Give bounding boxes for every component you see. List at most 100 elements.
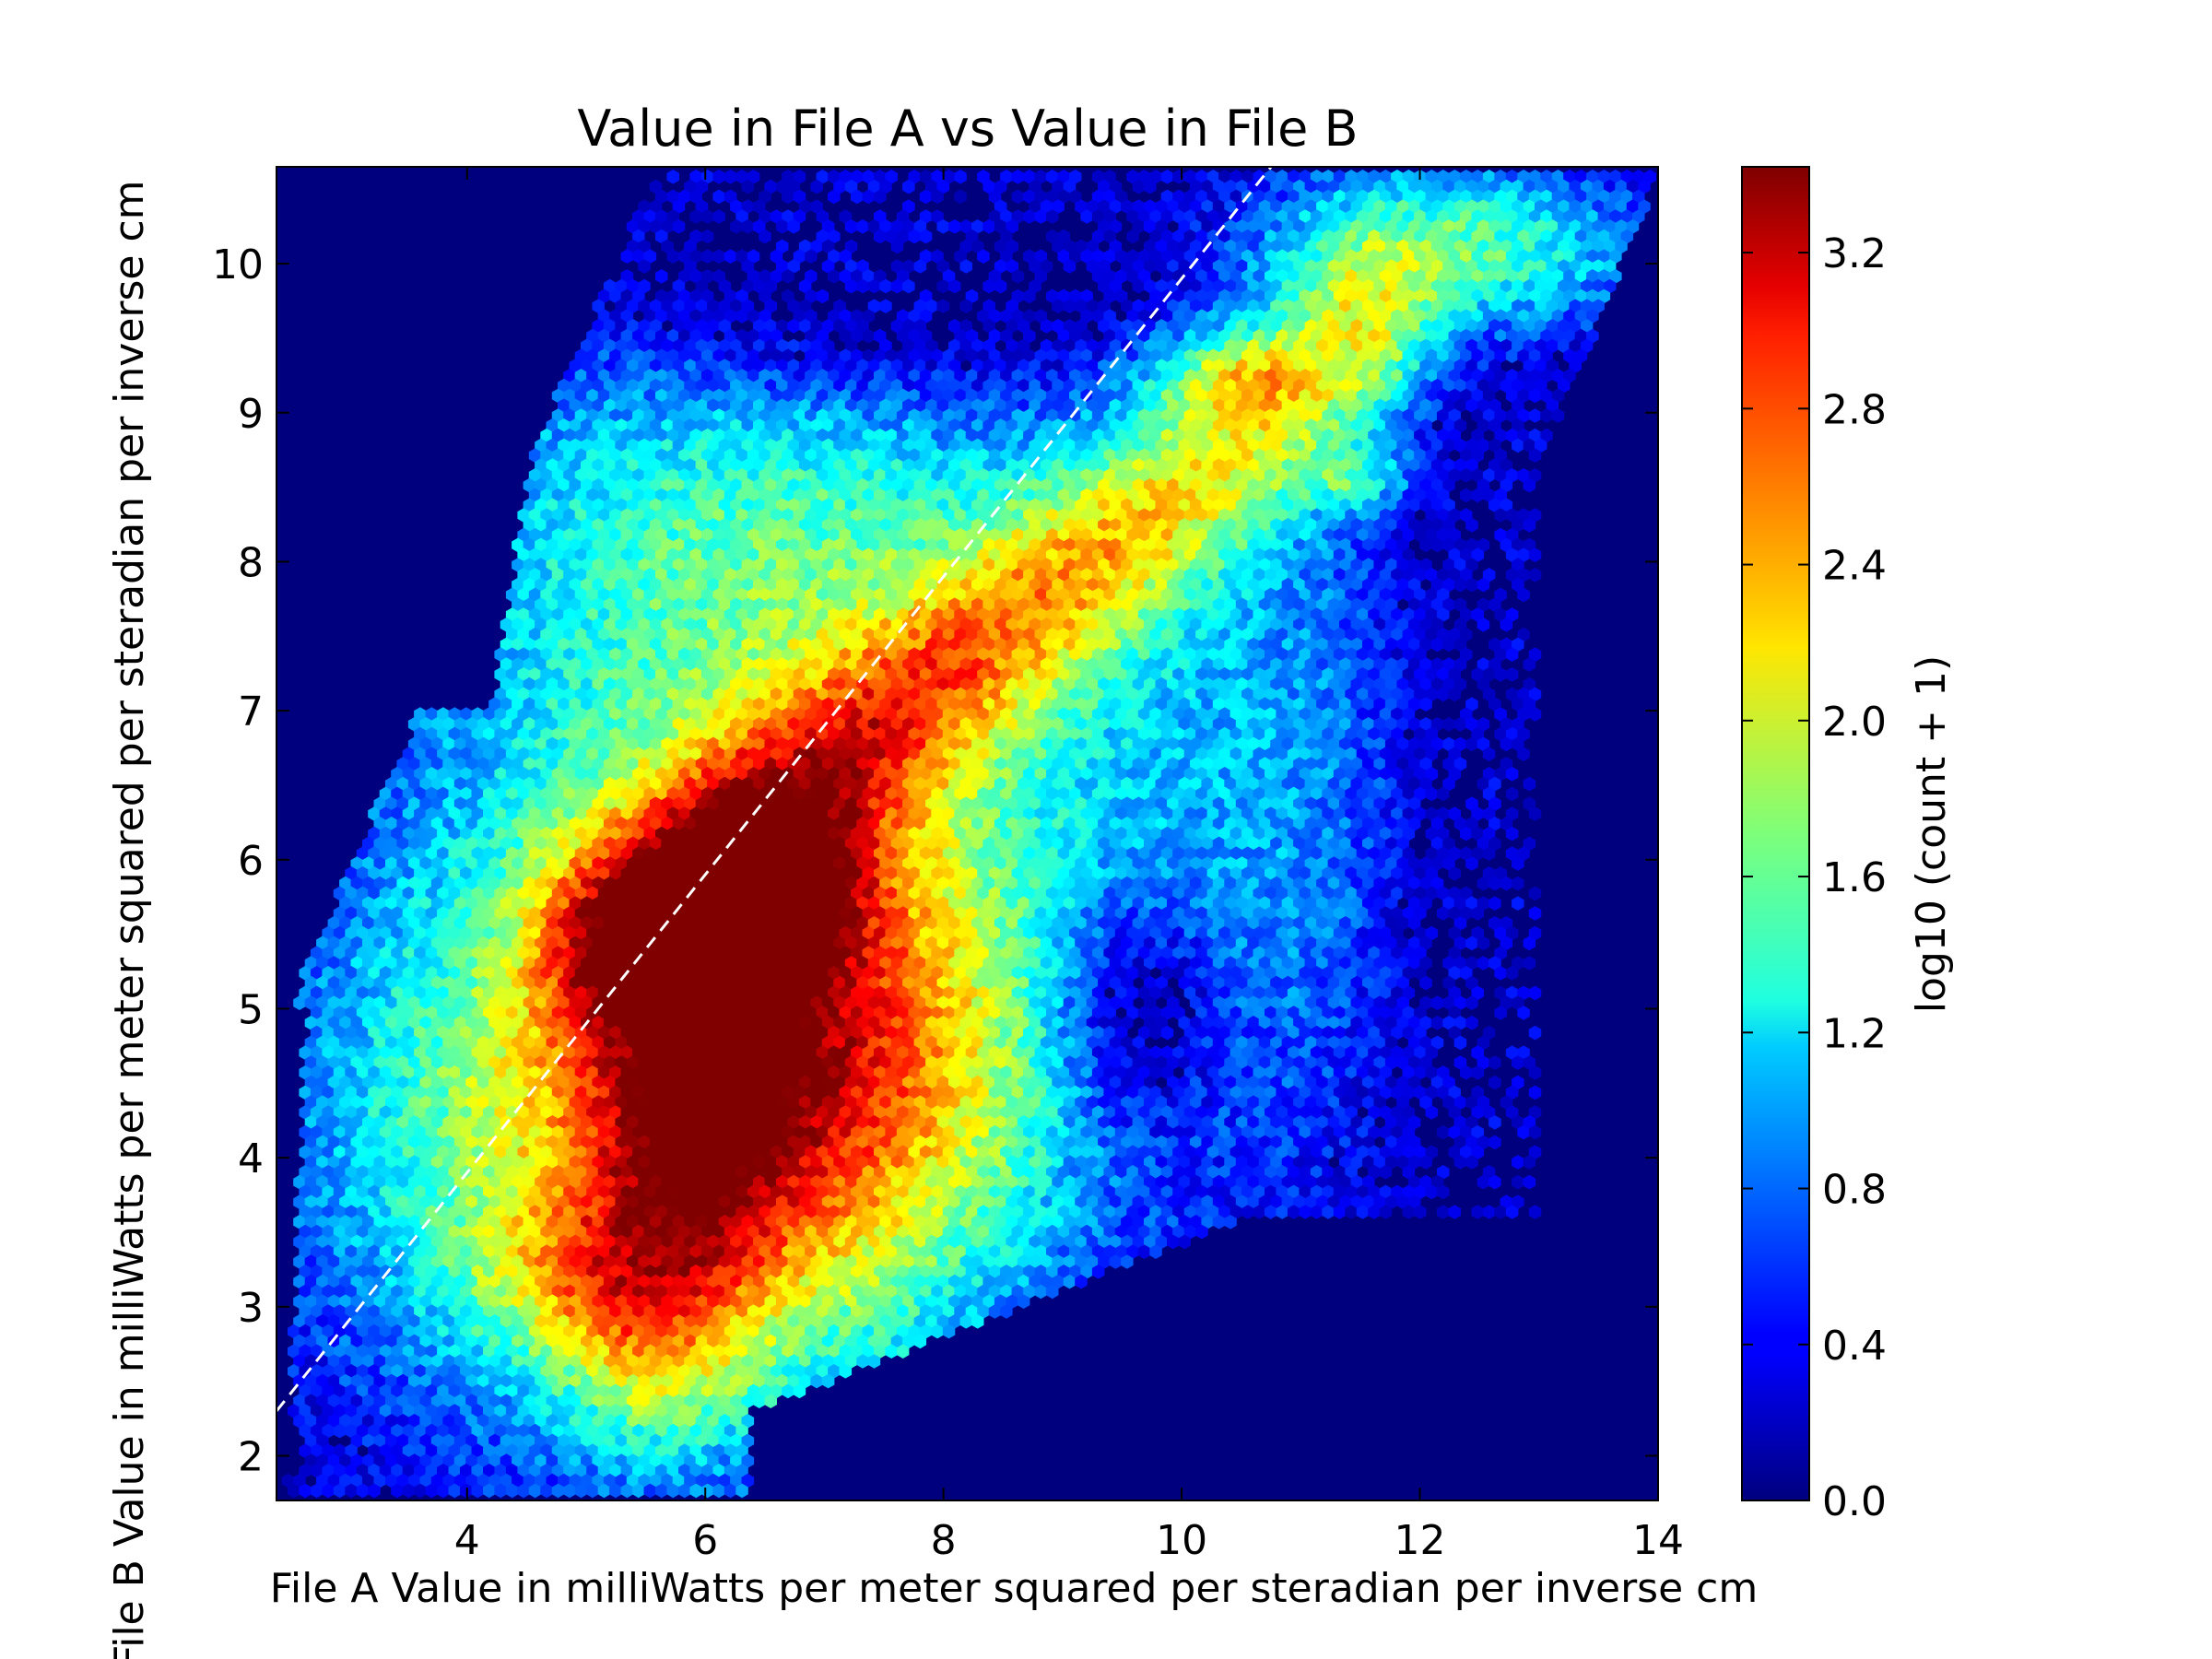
hexbin-cell [1322,209,1335,224]
hexbin-cell [1512,179,1524,194]
hexbin-cell [1247,219,1260,234]
hexbin-cell [1540,288,1553,304]
hexbin-cell [1103,209,1116,224]
hexbin-cell [1046,288,1059,304]
hexbin-cell [1034,269,1048,284]
hexbin-cell [735,328,748,344]
hexbin-cell [741,338,755,354]
hexbin-cell [1121,299,1134,313]
hexbin-cell [1109,418,1123,433]
hexbin-cell [977,249,990,264]
hexbin-cell [1345,249,1358,264]
hexbin-cell [1000,170,1013,184]
hexbin-cell [770,269,783,284]
hexbin-cell [1339,359,1352,373]
hexbin-cell [988,269,1002,284]
hexbin-cell [821,359,835,373]
hexbin-cell [1063,398,1077,413]
hexbin-cell [1563,209,1576,224]
hexbin-cell [672,299,686,313]
hexbin-cell [1023,328,1036,344]
hexbin-cell [764,278,777,294]
hexbin-cell [867,359,881,373]
hexbin-cell [1230,229,1243,244]
hexbin-cell [1183,229,1197,244]
hexbin-cell [913,378,927,394]
hexbin-cell [1183,209,1197,224]
hexbin-cell [890,319,904,334]
hexbin-cell [730,219,743,234]
hexbin-cell [661,378,674,394]
hexbin-cell [1281,398,1295,413]
hexbin-cell [1253,209,1265,224]
hexbin-cell [1402,309,1416,324]
hexbin-cell [1114,288,1128,304]
hexbin-cell [982,219,995,234]
hexbin-cell [1460,288,1473,304]
hexbin-cell [1247,259,1260,274]
hexbin-cell [1212,259,1226,274]
hexbin-cell [1391,388,1404,404]
hexbin-cell [1281,219,1295,234]
hexbin-cell [931,249,944,264]
hexbin-cell [1109,199,1123,214]
hexbin-cell [1155,338,1168,354]
hexbin-cell [1333,249,1347,264]
hexbin-cell [1080,408,1093,423]
hexbin-cell [586,388,599,404]
hexbin-cell [1023,249,1036,264]
hexbin-cell [730,199,743,214]
hexbin-cell [689,288,702,304]
hexbin-cell [1512,338,1524,354]
hexbin-cell [1609,229,1622,244]
hexbin-cell [851,348,864,363]
hexbin-cell [839,269,853,284]
hexbin-cell [1558,219,1571,234]
hexbin-cell [1126,249,1139,264]
hexbin-cell [1195,348,1208,363]
hexbin-cell [1034,309,1048,324]
hexbin-cell [1396,359,1409,373]
hexbin-cell [603,338,617,354]
hexbin-cell [1345,309,1358,324]
hexbin-cell [1373,319,1386,334]
hexbin-cell [638,259,651,274]
hexbin-cell [908,369,921,383]
hexbin-cell [1368,229,1381,244]
hexbin-cell [994,219,1007,234]
hexbin-cell [1155,259,1168,274]
hexbin-cell [1167,418,1180,433]
hexbin-cell [798,278,812,294]
hexbin-cell [942,170,956,184]
hexbin-cell [1029,199,1041,214]
hexbin-cell [1218,388,1231,404]
hexbin-cell [1384,378,1398,394]
hexbin-cell [1080,328,1093,344]
hexbin-cell [655,388,668,404]
hexbin-cell [1356,309,1370,324]
hexbin-cells [281,170,1656,1499]
hexbin-cell [1540,189,1553,205]
hexbin-cell [1379,369,1393,383]
hexbin-cell [1040,378,1053,394]
hexbin-cell [776,319,789,334]
hexbin-cell [805,309,818,324]
hexbin-cell [1310,249,1324,264]
hexbin-cell [1293,219,1306,234]
hexbin-cell [672,199,686,214]
hexbin-cell [1373,239,1386,254]
hexbin-cell [1488,338,1501,354]
hexbin-cell [810,359,823,373]
hexbin-cell [1183,388,1197,404]
hexbin-cell [649,199,663,214]
hexbin-cell [689,229,702,244]
hexbin-cell [879,278,892,294]
hexbin-cell [1086,378,1100,394]
hexbin-cell [1488,179,1501,194]
hexbin-cell [1195,288,1208,304]
hexbin-cell [1523,219,1536,234]
hexbin-cell [1471,170,1484,184]
hexbin-cell [626,418,640,433]
hexbin-cell [1160,408,1174,423]
hexbin-cell [1517,348,1530,363]
